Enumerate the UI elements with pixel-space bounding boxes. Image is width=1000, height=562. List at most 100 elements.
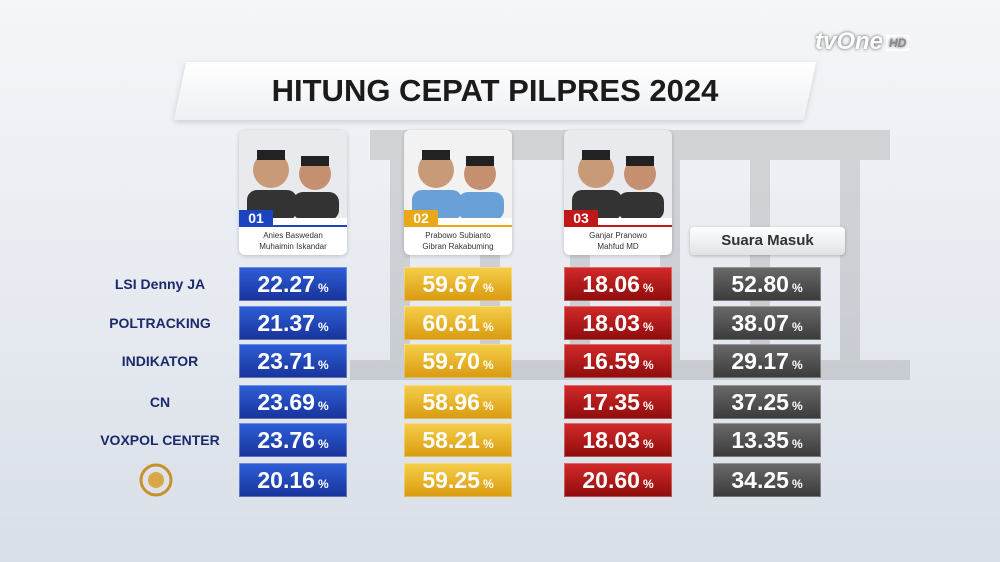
photo-art	[412, 150, 504, 220]
pollster-name: VOXPOL CENTER	[100, 432, 220, 448]
candidate-name: Ganjar Pranowo	[589, 231, 647, 240]
result-value: 20.16	[257, 467, 315, 493]
result-value: 17.35	[582, 389, 640, 415]
result-unit: %	[791, 358, 803, 372]
result-value: 16.59	[582, 348, 640, 374]
result-cell: 59.70%	[404, 344, 512, 378]
result-value: 23.76	[257, 427, 315, 453]
candidate-name: Prabowo Subianto	[425, 231, 491, 240]
result-value: 23.69	[257, 389, 315, 415]
result-unit: %	[642, 437, 654, 451]
result-cell: 20.16%	[239, 463, 347, 497]
result-cell: 59.25%	[404, 463, 512, 497]
result-cell: 22.27%	[239, 267, 347, 301]
result-value: 20.60	[582, 467, 640, 493]
result-cell: 34.25%	[713, 463, 821, 497]
result-cell: 59.67%	[404, 267, 512, 301]
result-unit: %	[791, 437, 803, 451]
result-cell: 18.03%	[564, 306, 672, 340]
result-value: 37.25	[731, 389, 789, 415]
result-value: 60.61	[422, 310, 480, 336]
result-unit: %	[791, 281, 803, 295]
result-unit: %	[791, 477, 803, 491]
result-value: 18.03	[582, 427, 640, 453]
pollster-name: POLTRACKING	[109, 315, 211, 331]
candidate-number: 03	[564, 210, 598, 227]
result-cell: 18.06%	[564, 267, 672, 301]
candidate-photo	[239, 130, 347, 220]
photo-art	[572, 150, 664, 220]
result-cell: 58.21%	[404, 423, 512, 457]
result-unit: %	[317, 437, 329, 451]
result-value: 29.17	[731, 348, 789, 374]
result-unit: %	[482, 320, 494, 334]
result-cell: 23.76%	[239, 423, 347, 457]
result-unit: %	[482, 281, 494, 295]
candidate-name: Muhaimin Iskandar	[259, 242, 327, 251]
result-cell: 38.07%	[713, 306, 821, 340]
result-unit: %	[482, 477, 494, 491]
candidate-number: 02	[404, 210, 438, 227]
result-value: 34.25	[731, 467, 789, 493]
result-value: 38.07	[731, 310, 789, 336]
title: HITUNG CEPAT PILPRES 2024	[271, 73, 719, 108]
result-unit: %	[317, 477, 329, 491]
candidate-name: Mahfud MD	[597, 242, 639, 251]
number-line	[564, 225, 672, 227]
result-unit: %	[642, 477, 654, 491]
candidate-photo	[404, 130, 512, 220]
logo-art	[139, 463, 173, 497]
result-cell: 23.71%	[239, 344, 347, 378]
result-unit: %	[791, 320, 803, 334]
result-unit: %	[642, 281, 654, 295]
result-value: 13.35	[731, 427, 789, 453]
channel-name: tvOne	[815, 28, 884, 55]
result-cell: 52.80%	[713, 267, 821, 301]
result-cell: 21.37%	[239, 306, 347, 340]
result-unit: %	[317, 358, 329, 372]
column-header: Suara Masuk	[690, 227, 845, 255]
result-cell: 37.25%	[713, 385, 821, 419]
pollster-name: CN	[149, 394, 171, 410]
result-cell: 17.35%	[564, 385, 672, 419]
result-cell: 18.03%	[564, 423, 672, 457]
result-cell: 23.69%	[239, 385, 347, 419]
result-value: 59.25	[422, 467, 480, 493]
channel-badge: HD	[886, 34, 910, 51]
channel-logo: tvOne HD	[815, 28, 910, 56]
candidate-card: 03 Ganjar Pranowo Mahfud MD	[564, 130, 672, 255]
candidate-photo	[564, 130, 672, 220]
result-unit: %	[482, 399, 494, 413]
result-value: 21.37	[257, 310, 315, 336]
result-cell: 60.61%	[404, 306, 512, 340]
result-value: 58.21	[422, 427, 480, 453]
result-unit: %	[791, 399, 803, 413]
result-value: 59.67	[422, 271, 480, 297]
result-unit: %	[642, 358, 654, 372]
result-value: 52.80	[731, 271, 789, 297]
candidate-card: 02 Prabowo Subianto Gibran Rakabuming	[404, 130, 512, 255]
result-unit: %	[482, 358, 494, 372]
pollster-logo	[134, 463, 178, 497]
result-unit: %	[642, 399, 654, 413]
candidate-name: Gibran Rakabuming	[422, 242, 494, 251]
result-unit: %	[642, 320, 654, 334]
result-value: 59.70	[422, 348, 480, 374]
result-unit: %	[317, 320, 329, 334]
candidate-number: 01	[239, 210, 273, 227]
result-cell: 20.60%	[564, 463, 672, 497]
result-unit: %	[482, 437, 494, 451]
result-cell: 16.59%	[564, 344, 672, 378]
result-cell: 58.96%	[404, 385, 512, 419]
number-line	[404, 225, 512, 227]
result-value: 18.03	[582, 310, 640, 336]
result-unit: %	[317, 281, 329, 295]
result-cell: 29.17%	[713, 344, 821, 378]
candidate-card: 01 Anies Baswedan Muhaimin Iskandar	[239, 130, 347, 255]
number-line	[239, 225, 347, 227]
result-value: 23.71	[257, 348, 315, 374]
result-cell: 13.35%	[713, 423, 821, 457]
candidate-name: Anies Baswedan	[263, 231, 323, 240]
pollster-name: INDIKATOR	[121, 353, 199, 369]
